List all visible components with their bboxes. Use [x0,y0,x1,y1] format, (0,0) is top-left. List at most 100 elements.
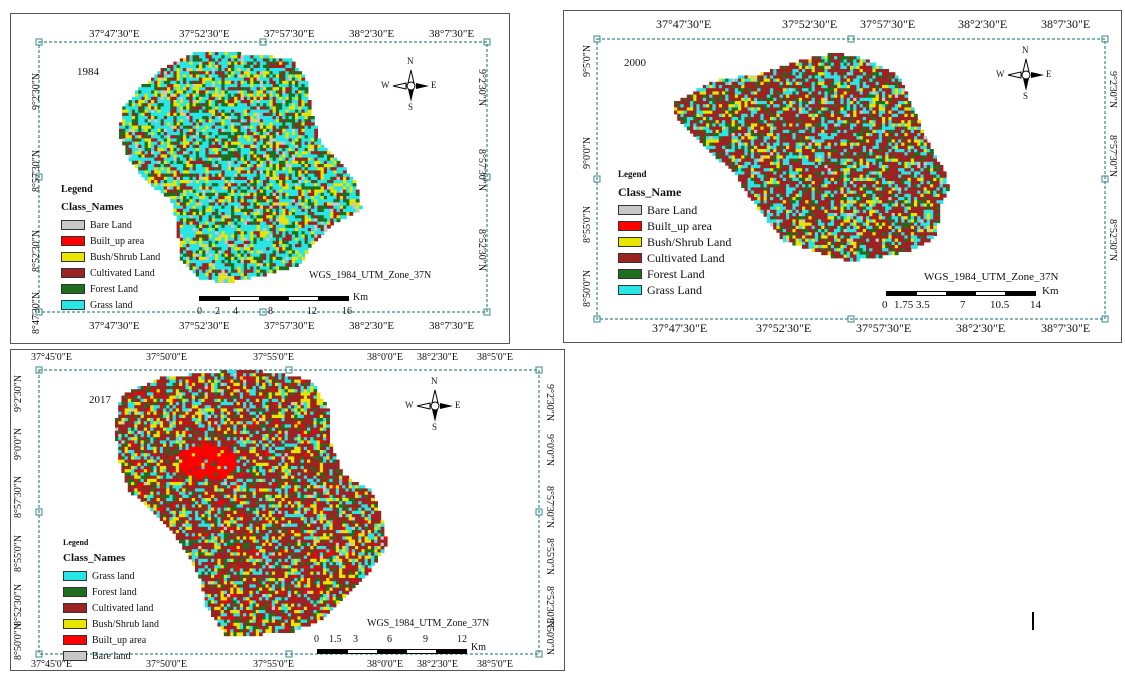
frame-tick-marker [259,308,267,316]
map-panel-2000: 37°47'30"E 37°52'30"E 37°57'30"E 38°2'30… [563,10,1122,343]
legend-item: Grass land [63,568,159,584]
scale-tick: 12 [307,306,317,317]
legend-swatch [63,587,87,597]
legend-item-label: Bare Land [647,202,698,217]
legend-item-label: Cultivated Land [647,250,725,265]
legend-title: Legend [618,169,647,179]
map-panel-2017: 37°45'0"E 37°50'0"E 37°55'0"E 38°0'0"E 3… [10,349,565,671]
legend-item-label: Built_up area [647,218,712,233]
frame-tick-marker [847,315,855,323]
frame-tick-marker [1101,35,1109,43]
legend-item: Cultivated Land [618,250,731,266]
compass-e: E [1046,69,1052,79]
legend-item: Bush/Shrub Land [618,234,731,250]
frame-tick-marker [483,38,491,46]
left-lat-label: 8°55'0"N [582,205,593,243]
legend-swatch [618,285,642,295]
scale-tick: 4 [233,306,238,317]
legend-swatch [61,268,85,278]
frame-tick-marker [35,650,43,658]
left-lat-label: 8°57'30"N [31,149,42,192]
legend-swatch [618,221,642,231]
projection-label: WGS_1984_UTM_Zone_37N [367,618,490,629]
compass-icon [392,69,429,102]
map-canvas-2017 [35,366,543,658]
left-lat-label: 8°50'0"N [582,269,593,307]
top-lon-label: 37°57'30"E [264,28,315,40]
scale-unit: Km [353,292,368,303]
compass-w: W [996,69,1005,79]
land-cover-raster [674,53,950,262]
scale-bar [886,291,1036,296]
legend-item: Cultivated Land [61,265,160,281]
bottom-lon-label: 37°52'30"E [179,320,230,332]
compass-s: S [432,422,438,432]
map-grid-frame [38,369,540,655]
legend-item: Bare Land [618,202,731,218]
right-lat-label: 8°55'0"N [544,538,555,576]
scale-tick: 0 [314,634,319,645]
bottom-lon-label: 37°55'0"E [253,659,294,670]
legend-item-label: Grass land [90,299,133,311]
top-lon-label: 38°7'30"E [429,28,475,40]
legend-swatch [61,220,85,230]
top-lon-label: 37°45'0"E [31,352,72,363]
left-lat-label: 8°57'30"N [13,475,24,518]
right-lat-label: 9°2'30"N [544,384,555,422]
left-lat-label: 9°5'0"N [582,44,593,77]
map-panel-1984: 37°47'30"E 37°52'30"E 37°57'30"E 38°2'30… [10,13,510,344]
right-lat-label: 8°52'30"N [476,229,487,272]
legend-swatch [618,205,642,215]
legend-item: Bare Land [61,217,160,233]
legend-swatch [61,284,85,294]
legend-item: Built_up area [61,233,160,249]
scale-tick: 10.5 [990,299,1010,311]
legend-item: Bush/Shrub land [63,616,159,632]
frame-tick-marker [593,35,601,43]
scale-tick: 3 [353,634,358,645]
bottom-lon-label: 38°5'0"E [477,659,513,670]
right-lat-label: 8°57'30"N [476,149,487,192]
scale-tick: 16 [342,306,352,317]
legend-swatch [63,651,87,661]
frame-tick-marker [483,173,491,181]
frame-tick-marker [35,308,43,316]
scale-tick: 1.75 [894,299,914,311]
map-canvas-2000 [593,35,1109,323]
legend-swatch [618,253,642,263]
legend-item: Forest land [63,584,159,600]
top-lon-label: 38°2'30"E [417,352,458,363]
compass-n: N [431,376,438,386]
projection-label: WGS_1984_UTM_Zone_37N [309,270,432,281]
bottom-lon-label: 37°47'30"E [652,321,708,335]
top-lon-label: 38°2'30"E [349,28,395,40]
left-lat-label: 8°52'30"N [31,229,42,272]
bottom-lon-label: 38°0'0"E [367,659,403,670]
right-lat-label: 8°57'30"N [1107,135,1118,178]
legend-item: Bare land [63,648,159,664]
legend-item: Forest Land [61,281,160,297]
frame-tick-marker [535,508,543,516]
bottom-lon-label: 37°57'30"E [856,321,912,335]
legend-swatch [63,635,87,645]
scale-tick: 8 [268,306,273,317]
frame-tick-marker [35,38,43,46]
legend-swatch [63,571,87,581]
frame-tick-marker [35,508,43,516]
scale-bar [317,649,467,654]
bottom-lon-label: 37°47'30"E [89,320,140,332]
frame-tick-marker [535,366,543,374]
text-cursor [1032,612,1034,630]
frame-tick-marker [1101,175,1109,183]
scale-tick: 14 [1030,299,1041,311]
legend-swatch [61,236,85,246]
right-lat-label: 8°57'30"N [544,486,555,529]
map-canvas-1984 [35,38,491,316]
projection-label: WGS_1984_UTM_Zone_37N [924,271,1059,283]
legend-list: Bare Land Built_up area Bush/Shrub Land … [618,202,731,298]
legend-item-label: Bare land [92,650,131,662]
top-lon-label: 37°52'30"E [782,17,838,31]
scale-tick: 3.5 [916,299,930,311]
legend-item-label: Grass Land [647,282,702,297]
scale-unit: Km [471,642,486,653]
